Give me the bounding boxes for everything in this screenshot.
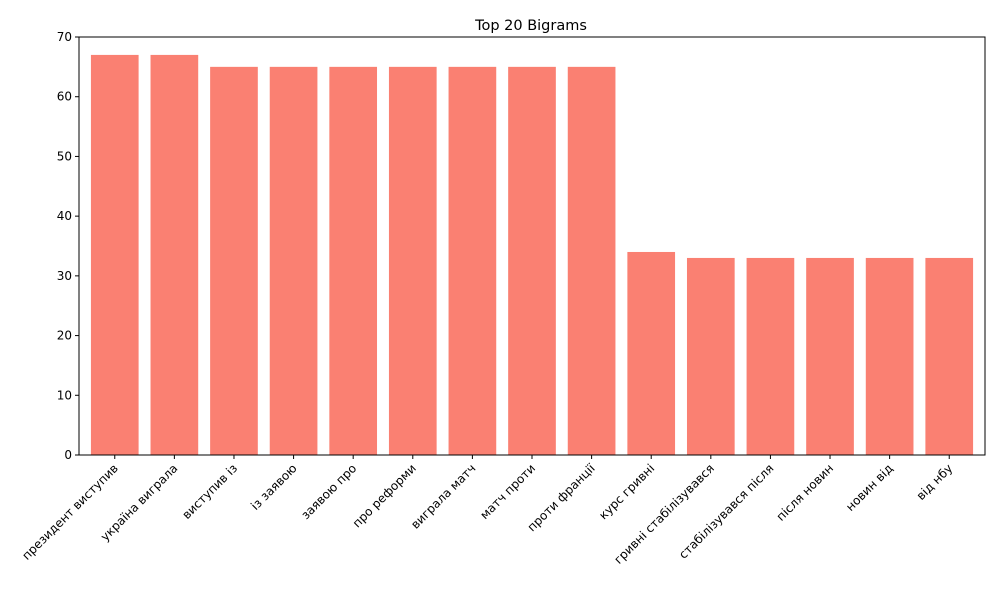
- chart-title: Top 20 Bigrams: [474, 18, 587, 34]
- y-tick-label: 10: [57, 388, 72, 402]
- bar-13: [865, 257, 914, 455]
- bar-9: [627, 251, 676, 455]
- bar-14: [925, 257, 974, 455]
- y-tick-label: 0: [64, 448, 72, 462]
- bars-group: [90, 54, 974, 456]
- bar-6: [448, 66, 497, 455]
- bar-5: [388, 66, 437, 455]
- x-tick-label: із заявою: [248, 461, 300, 513]
- x-tick-label: заявою про: [298, 461, 359, 522]
- y-tick-label: 50: [57, 149, 72, 163]
- bar-7: [508, 66, 556, 455]
- bar-11: [746, 257, 795, 455]
- y-tick-label: 70: [57, 30, 72, 44]
- y-tick-label: 30: [57, 269, 72, 283]
- bar-2: [210, 66, 258, 455]
- y-tick-label: 40: [57, 209, 72, 223]
- plot-frame: [78, 36, 986, 456]
- bar-4: [329, 66, 378, 455]
- x-tick-label: президент виступив: [19, 461, 121, 563]
- x-tick-label: новин від: [843, 461, 896, 514]
- x-tick-label: виграла матч: [408, 461, 478, 531]
- bar-1: [150, 54, 199, 456]
- y-tick-label: 60: [57, 90, 72, 104]
- bar-10: [686, 257, 735, 455]
- y-axis: 0 10 20 30 40 50 60 70: [57, 30, 79, 462]
- x-tick-label: виступив із: [179, 461, 240, 522]
- bar-3: [269, 66, 318, 455]
- bar-12: [806, 257, 854, 455]
- x-tick-label: після новин: [774, 461, 837, 524]
- bar-8: [567, 66, 616, 455]
- x-tick-label: курс гривні: [596, 461, 657, 522]
- x-tick-label: матч проти: [477, 461, 538, 522]
- x-tick-label: від нбу: [914, 461, 956, 503]
- bar-0: [90, 54, 139, 456]
- y-tick-label: 20: [57, 329, 72, 343]
- x-tick-label: гривні стабілізувався: [611, 461, 717, 567]
